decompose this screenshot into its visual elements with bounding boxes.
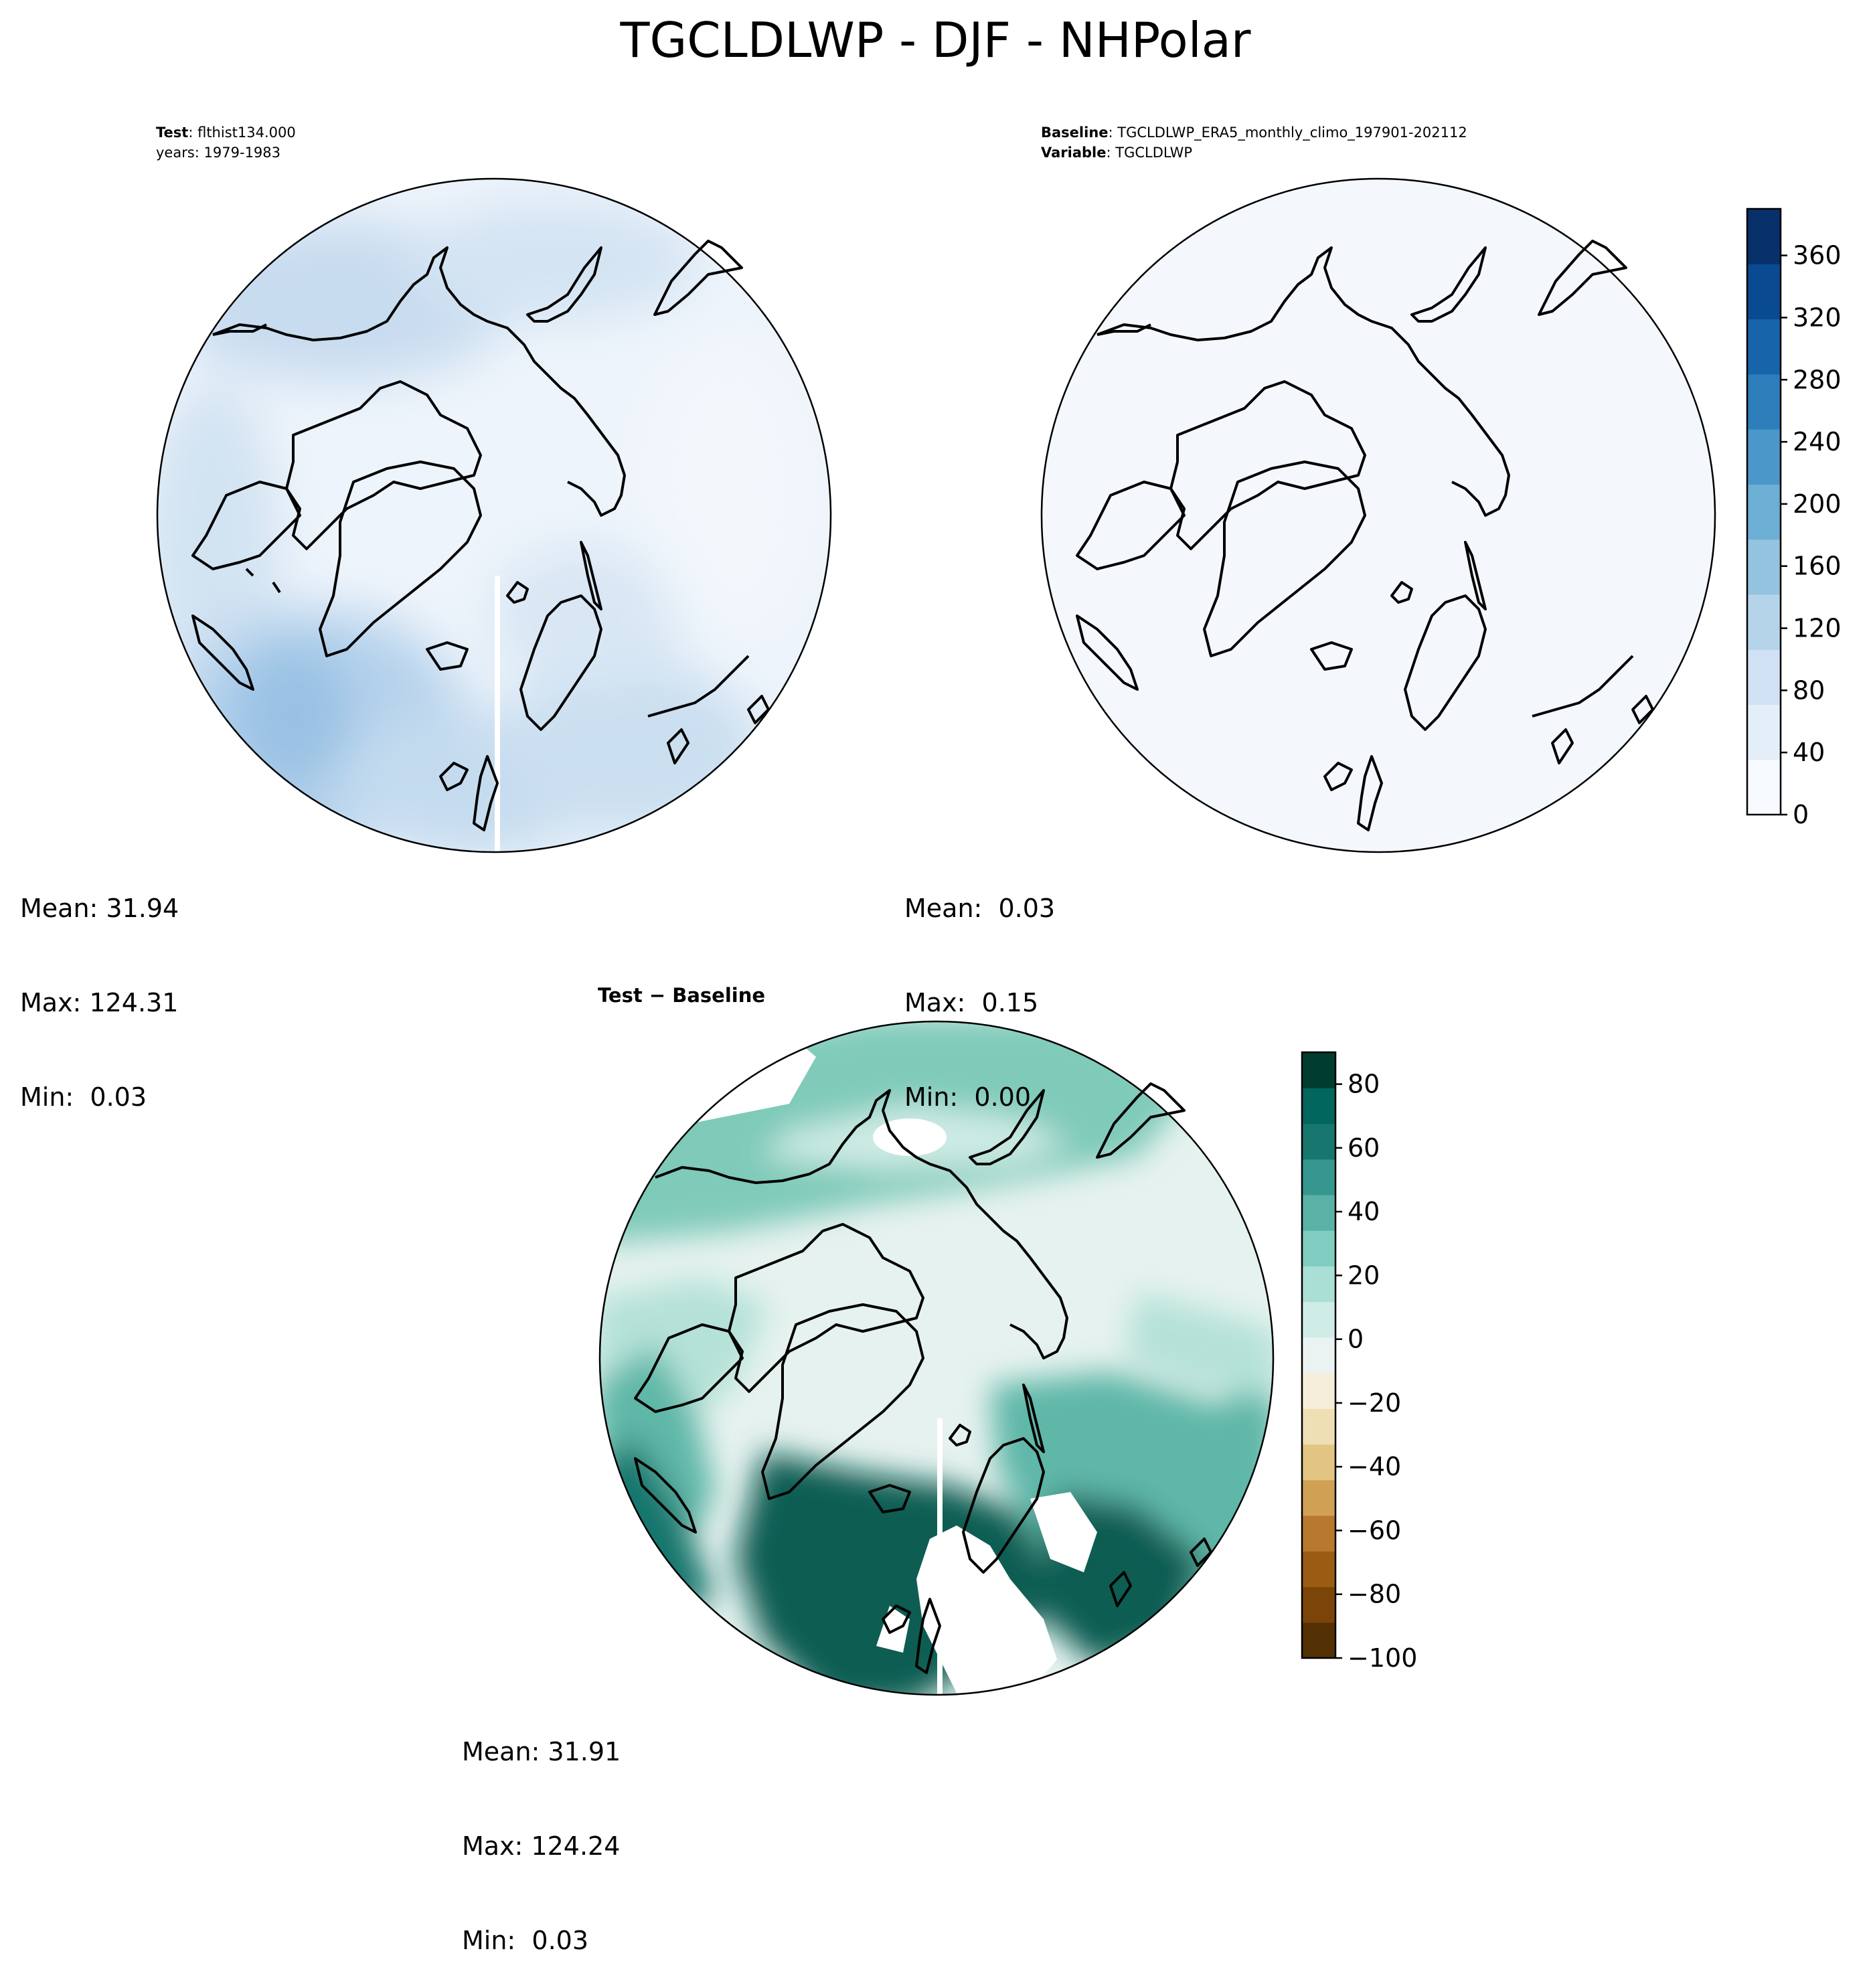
diff-colorbar-tick-label: 80 [1348, 1070, 1380, 1099]
diff-colorbar-segment [1302, 1123, 1335, 1160]
test-min: Min: 0.03 [20, 1082, 147, 1112]
blues-colorbar-segment [1747, 594, 1781, 650]
diff-colorbar-segment [1302, 1337, 1335, 1374]
test-years: years: 1979-1983 [156, 145, 281, 161]
coastlines [1076, 240, 1654, 831]
baseline-stats: Mean: 0.03 Max: 0.15 Min: 0.00 [904, 830, 1055, 1145]
diff-colorbar-segment [1302, 1408, 1335, 1445]
baseline-mean: Mean: 0.03 [904, 894, 1056, 923]
diff-colorbar: 80 60 40 20 0 −20 −40 −60 −80 −100 [1301, 1051, 1417, 1673]
blues-colorbar-segment [1747, 539, 1781, 595]
coastlines [191, 240, 770, 831]
diff-colorbar-segment [1302, 1586, 1335, 1623]
diff-colorbar-segment [1302, 1301, 1335, 1338]
diff-colorbar-segment [1302, 1479, 1335, 1516]
diff-colorbar-segment [1302, 1515, 1335, 1552]
coastlines [634, 1082, 1212, 1674]
blues-colorbar-segment [1747, 374, 1781, 430]
diff-colorbar-segment [1302, 1088, 1335, 1125]
test-map [156, 177, 832, 853]
diff-colorbar-tick-label: 0 [1348, 1325, 1364, 1354]
blues-colorbar-tick-label: 320 [1793, 303, 1842, 332]
baseline-map-boundary [1040, 177, 1716, 853]
diff-map-boundary [598, 1020, 1275, 1696]
test-label-line: Test: flthist134.000 [156, 125, 296, 141]
test-case-name: flthist134.000 [197, 125, 296, 141]
figure-title: TGCLDLWP - DJF - NHPolar [620, 12, 1251, 68]
blues-colorbar-segment [1747, 209, 1781, 264]
baseline-label-key: Baseline [1041, 125, 1109, 141]
diff-colorbar-segment [1302, 1230, 1335, 1267]
variable-label-key: Variable [1041, 145, 1107, 161]
blues-colorbar: 0 40 80 120 160 200 240 280 320 360 [1746, 208, 1842, 829]
diff-colorbar-segment [1302, 1444, 1335, 1481]
blues-colorbar-segment [1747, 429, 1781, 485]
blues-colorbar-segment [1747, 264, 1781, 320]
blues-colorbar-segment [1747, 319, 1781, 375]
test-max: Max: 124.31 [20, 988, 179, 1017]
baseline-max: Max: 0.15 [904, 988, 1039, 1017]
diff-colorbar-segment [1302, 1266, 1335, 1303]
blues-colorbar-tick-label: 40 [1793, 738, 1825, 767]
variable-name: TGCLDLWP [1115, 145, 1193, 161]
test-panel-header: Test: flthist134.000 years: 1979-1983 [156, 122, 296, 163]
diff-min: Min: 0.03 [462, 1926, 588, 1955]
diff-colorbar-tick-label: 40 [1348, 1197, 1380, 1226]
diff-colorbar-tick-label: 60 [1348, 1133, 1380, 1163]
test-stats: Mean: 31.94 Max: 124.31 Min: 0.03 [20, 830, 179, 1145]
blues-colorbar-frame [1746, 208, 1782, 816]
blues-colorbar-tick-label: 200 [1793, 489, 1842, 519]
diff-colorbar-segment [1302, 1159, 1335, 1195]
diff-colorbar-tick-label: 20 [1348, 1260, 1380, 1290]
blues-colorbar-segment [1747, 649, 1781, 706]
diff-mean: Mean: 31.91 [462, 1737, 621, 1766]
blues-colorbar-tick-label: 80 [1793, 675, 1825, 705]
baseline-variable-line: Variable: TGCLDLWP [1041, 145, 1193, 161]
diff-colorbar-tick-label: −60 [1348, 1515, 1401, 1545]
diff-map [598, 1020, 1275, 1696]
diff-colorbar-tick-label: −80 [1348, 1580, 1401, 1609]
baseline-min: Min: 0.00 [904, 1082, 1031, 1112]
test-map-boundary [156, 177, 832, 853]
diff-colorbar-tick-label: −20 [1348, 1388, 1401, 1418]
blues-colorbar-segment [1747, 759, 1781, 815]
baseline-dataset-name: TGCLDLWP_ERA5_monthly_climo_197901-20211… [1117, 125, 1467, 141]
blues-colorbar-tick-label: 0 [1793, 800, 1809, 829]
baseline-panel-header: Baseline: TGCLDLWP_ERA5_monthly_climo_19… [1041, 122, 1467, 163]
blues-colorbar-tick-label: 280 [1793, 365, 1842, 394]
diff-colorbar-segment [1302, 1373, 1335, 1409]
baseline-label-line: Baseline: TGCLDLWP_ERA5_monthly_climo_19… [1041, 125, 1467, 141]
diff-colorbar-segment [1302, 1052, 1335, 1088]
blues-colorbar-tick-label: 120 [1793, 614, 1842, 643]
diff-colorbar-segment [1302, 1194, 1335, 1231]
diff-colorbar-tick-label: −40 [1348, 1452, 1401, 1481]
blues-colorbar-segment [1747, 704, 1781, 760]
diff-colorbar-segment [1302, 1622, 1335, 1659]
diff-stats: Mean: 31.91 Max: 124.24 Min: 0.03 [462, 1673, 621, 1988]
test-mean: Mean: 31.94 [20, 894, 179, 923]
diff-colorbar-frame [1301, 1051, 1337, 1659]
diff-panel-title: Test − Baseline [598, 984, 766, 1007]
blues-colorbar-tick-label: 360 [1793, 241, 1842, 270]
blues-colorbar-tick-label: 240 [1793, 427, 1842, 457]
test-label-key: Test [156, 125, 189, 141]
baseline-map [1040, 177, 1716, 853]
diff-colorbar-segment [1302, 1551, 1335, 1588]
diff-max: Max: 124.24 [462, 1831, 621, 1861]
blues-colorbar-segment [1747, 484, 1781, 540]
diff-colorbar-tick-label: −100 [1348, 1643, 1417, 1673]
blues-colorbar-tick-label: 160 [1793, 552, 1842, 581]
